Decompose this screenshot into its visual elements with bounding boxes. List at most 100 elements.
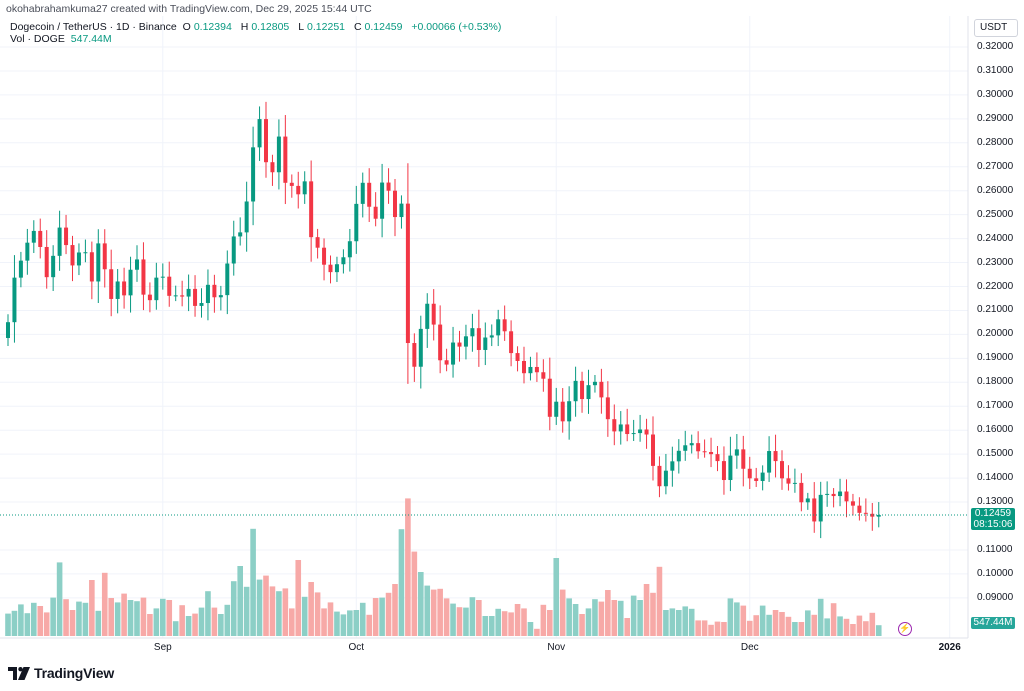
candle-down bbox=[476, 328, 481, 350]
volume-bar bbox=[805, 610, 811, 636]
price-tick-label: 0.16000 bbox=[977, 424, 1014, 436]
volume-bar bbox=[708, 624, 714, 636]
volume-bar bbox=[108, 598, 114, 636]
low-label: L 0.12251 bbox=[298, 21, 346, 33]
close-label: C 0.12459 bbox=[353, 21, 403, 33]
volume-bar bbox=[579, 614, 585, 636]
candle-up bbox=[573, 380, 578, 402]
volume-bar bbox=[114, 602, 121, 636]
candle-down bbox=[438, 324, 443, 361]
volume-bar bbox=[701, 620, 708, 636]
last-price-badge: 0.12459 08:15:06 bbox=[971, 508, 1015, 530]
volume-bar bbox=[347, 610, 353, 636]
volume-bar bbox=[643, 584, 650, 636]
candle-down bbox=[386, 182, 391, 191]
candle-up bbox=[838, 491, 843, 497]
price-tick-label: 0.10000 bbox=[977, 567, 1014, 579]
candle-up bbox=[618, 424, 623, 432]
volume-legend[interactable]: Vol · DOGE 547.44M bbox=[10, 33, 115, 45]
candle-down bbox=[850, 501, 855, 506]
candle-down bbox=[70, 245, 75, 266]
volume-bar bbox=[24, 613, 31, 636]
price-tick-label: 0.23000 bbox=[977, 256, 1014, 268]
volume-bar bbox=[721, 622, 727, 636]
candle-up bbox=[825, 493, 830, 495]
volume-bar bbox=[734, 602, 740, 636]
volume-bar bbox=[166, 600, 173, 636]
candle-up bbox=[76, 252, 81, 266]
price-tick-label: 0.29000 bbox=[977, 112, 1014, 124]
price-tick-label: 0.18000 bbox=[977, 376, 1014, 388]
candle-up bbox=[818, 494, 823, 522]
tradingview-logo[interactable]: TradingView bbox=[8, 664, 114, 682]
candle-down bbox=[122, 281, 127, 296]
candle-down bbox=[780, 461, 784, 479]
volume-bar bbox=[772, 610, 779, 636]
volume-bar bbox=[592, 599, 598, 636]
open-label: O 0.12394 bbox=[182, 21, 232, 33]
candle-down bbox=[212, 284, 217, 298]
candle-up bbox=[244, 201, 249, 233]
volume-bar bbox=[50, 597, 56, 636]
candle-up bbox=[528, 366, 533, 374]
candle-down bbox=[283, 136, 288, 183]
candle-up bbox=[199, 303, 204, 306]
candle-up bbox=[734, 449, 739, 456]
candle-down bbox=[457, 342, 462, 347]
lightning-icon[interactable]: ⚡ bbox=[898, 622, 912, 636]
volume-bar bbox=[379, 597, 385, 636]
change-value: +0.00066 (+0.53%) bbox=[411, 21, 502, 33]
symbol-legend[interactable]: Dogecoin / TetherUS · 1D · Binance O 0.12… bbox=[10, 21, 504, 33]
high-label: H 0.12805 bbox=[240, 21, 290, 33]
volume-bar bbox=[230, 581, 237, 636]
volume-bar bbox=[676, 610, 682, 636]
volume-bar bbox=[192, 613, 198, 636]
candle-down bbox=[754, 478, 759, 481]
candle-up bbox=[470, 328, 475, 337]
candle-up bbox=[418, 328, 423, 367]
volume-bar bbox=[488, 616, 495, 636]
candle-down bbox=[560, 401, 565, 422]
candle-up bbox=[663, 470, 668, 487]
volume-bar bbox=[585, 608, 592, 636]
candle-down bbox=[541, 372, 546, 379]
volume-bar bbox=[521, 608, 527, 636]
volume-bar bbox=[527, 622, 534, 636]
candle-up bbox=[96, 243, 101, 282]
candle-down bbox=[509, 331, 514, 354]
volume-badge: 547.44M bbox=[971, 617, 1015, 629]
date-tick-label: Oct bbox=[348, 642, 365, 653]
volume-bar bbox=[405, 498, 411, 636]
volume-bar bbox=[779, 612, 785, 636]
price-tick-label: 0.11000 bbox=[977, 543, 1013, 555]
volume-bar bbox=[385, 592, 392, 636]
candle-up bbox=[334, 264, 339, 273]
volume-bar bbox=[43, 612, 50, 636]
volume-bar bbox=[830, 603, 837, 636]
volume-bar bbox=[276, 591, 282, 636]
candle-down bbox=[786, 478, 791, 484]
volume-bar bbox=[211, 607, 218, 636]
high-value: 0.12805 bbox=[251, 21, 290, 33]
open-value: 0.12394 bbox=[193, 21, 232, 33]
candle-down bbox=[393, 190, 397, 218]
volume-bar bbox=[101, 572, 108, 636]
candle-up bbox=[360, 182, 365, 204]
volume-bar bbox=[469, 597, 476, 636]
volume-bar bbox=[598, 601, 605, 636]
candle-down bbox=[741, 449, 746, 469]
candle-down bbox=[605, 397, 610, 420]
candle-up bbox=[586, 385, 591, 400]
low-value: 0.12251 bbox=[307, 21, 346, 33]
price-tick-label: 0.15000 bbox=[977, 448, 1014, 460]
currency-button[interactable]: USDT bbox=[974, 19, 1018, 37]
candle-up bbox=[670, 461, 675, 471]
candle-down bbox=[799, 482, 804, 503]
volume-bar bbox=[121, 593, 127, 636]
volume-bar bbox=[205, 591, 211, 636]
bar-countdown: 08:15:06 bbox=[973, 519, 1013, 530]
candle-down bbox=[721, 461, 726, 481]
symbol-title[interactable]: Dogecoin / TetherUS · 1D · Binance bbox=[10, 21, 177, 33]
candle-down bbox=[102, 243, 107, 270]
